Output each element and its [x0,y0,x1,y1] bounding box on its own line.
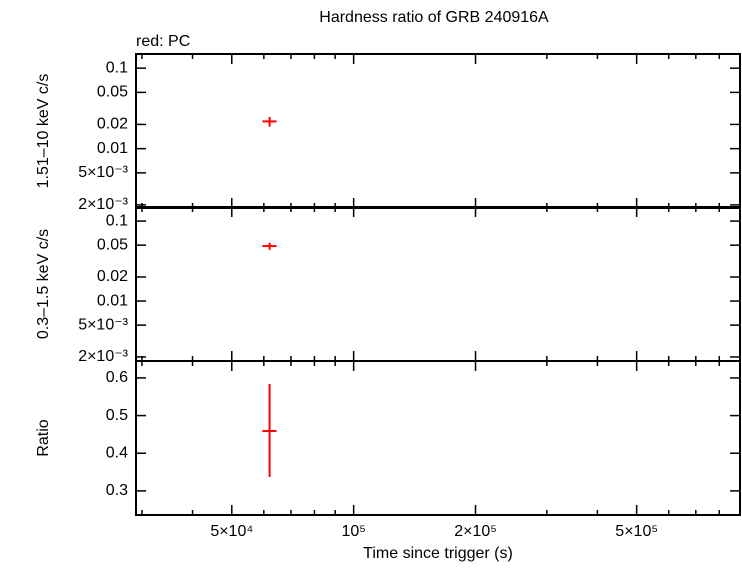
y-axis-label: 0.3–1.5 keV c/s [35,229,52,339]
chart-title: Hardness ratio of GRB 240916A [319,9,549,26]
x-tick-label: 5×10⁴ [210,523,253,540]
y-tick-label: 0.3 [106,482,128,499]
y-tick-label: 0.02 [97,268,128,285]
x-axis-label: Time since trigger (s) [363,545,513,562]
y-tick-label: 0.02 [97,116,128,133]
legend-text: red: PC [136,33,190,50]
y-tick-label: 0.4 [106,444,128,461]
x-tick-label: 2×10⁵ [454,523,497,540]
y-tick-label: 0.01 [97,140,128,157]
y-tick-label: 2×10⁻³ [78,348,128,365]
y-axis-label: Ratio [35,419,52,456]
y-tick-label: 0.6 [106,369,128,386]
y-tick-label: 5×10⁻³ [78,316,128,333]
y-axis-label: 1.51–10 keV c/s [35,74,52,189]
plot-frame [135,206,741,362]
plot-frame [135,360,741,516]
y-tick-label: 0.05 [97,84,128,101]
y-tick-label: 0.05 [97,236,128,253]
y-tick-label: 0.1 [106,59,128,76]
x-tick-label: 10⁵ [341,523,365,540]
plot-frame [135,53,741,209]
y-tick-label: 0.1 [106,212,128,229]
y-tick-label: 0.5 [106,407,128,424]
y-tick-label: 5×10⁻³ [78,164,128,181]
y-tick-label: 2×10⁻³ [78,196,128,213]
y-tick-label: 0.01 [97,292,128,309]
x-tick-label: 5×10⁵ [615,523,658,540]
